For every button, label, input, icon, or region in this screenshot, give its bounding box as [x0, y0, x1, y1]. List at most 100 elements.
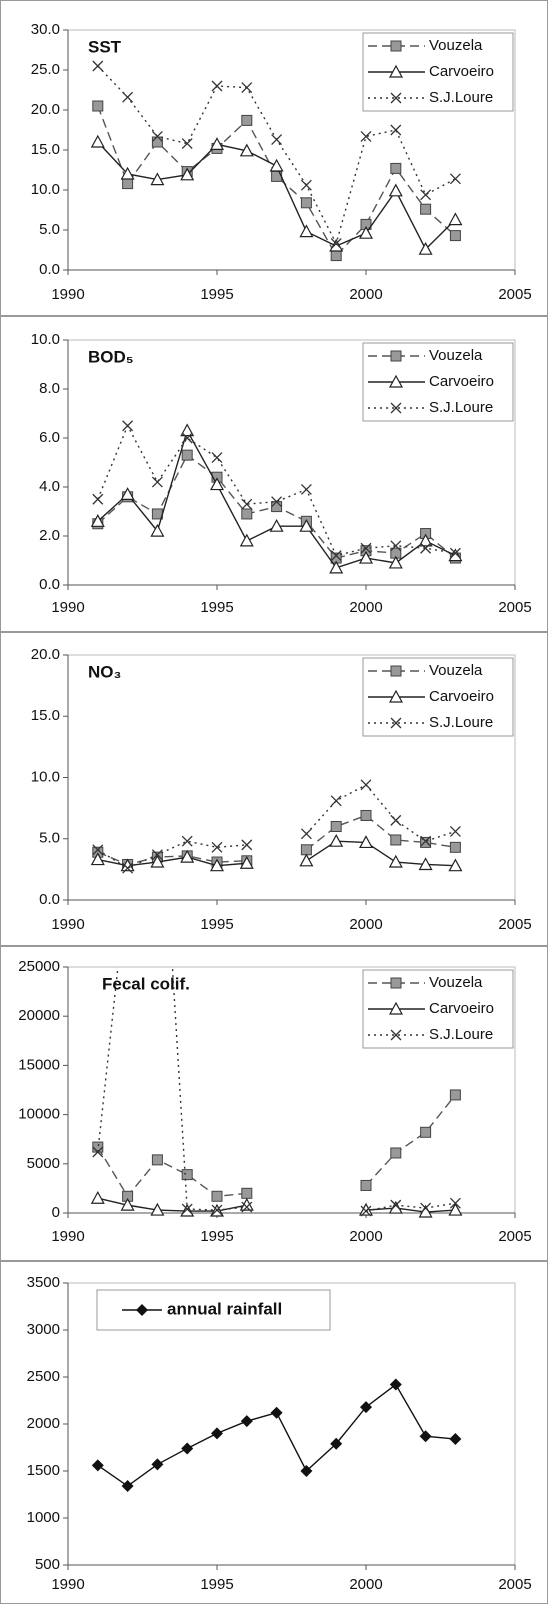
- marker: [120, 1197, 135, 1211]
- marker: [180, 423, 195, 437]
- marker: [151, 476, 163, 488]
- marker: [390, 814, 402, 826]
- marker: [269, 158, 284, 172]
- y-tick-label: 0.0: [39, 891, 60, 908]
- marker: [240, 1415, 253, 1428]
- chart-title: Fecal colif.: [102, 974, 190, 993]
- marker: [449, 1089, 461, 1101]
- x-tick-label: 2005: [498, 916, 531, 933]
- marker: [271, 496, 283, 508]
- marker: [151, 130, 163, 142]
- legend-label: Carvoeiro: [429, 373, 494, 390]
- y-tick-label: 15000: [18, 1056, 60, 1073]
- marker: [90, 1190, 105, 1204]
- marker: [388, 1001, 404, 1015]
- y-tick-label: 10.0: [31, 331, 60, 348]
- marker: [420, 189, 432, 201]
- marker: [299, 224, 314, 238]
- series-line: [97, 1094, 456, 1198]
- series-line: [97, 428, 456, 569]
- marker: [449, 547, 461, 559]
- marker: [136, 1304, 148, 1316]
- marker: [269, 518, 284, 532]
- y-tick-label: 8.0: [39, 380, 60, 397]
- plot-content: [91, 1378, 462, 1493]
- marker: [418, 857, 433, 871]
- x-tick-label: 2000: [349, 286, 382, 303]
- x-tick-label: 1995: [200, 1228, 233, 1245]
- marker: [211, 1427, 223, 1440]
- marker: [181, 1169, 193, 1181]
- marker: [448, 548, 463, 562]
- x-tick-label: 1990: [51, 916, 84, 933]
- y-tick-label: 5.0: [39, 221, 60, 238]
- marker: [120, 487, 135, 500]
- y-tick-label: 1000: [27, 1509, 60, 1526]
- marker: [151, 1458, 164, 1471]
- marker: [152, 716, 162, 726]
- y-tick-label: 10.0: [31, 768, 60, 785]
- marker: [271, 501, 283, 513]
- marker: [181, 432, 193, 444]
- marker: [449, 1197, 461, 1209]
- y-tick-label: 2.0: [39, 527, 60, 544]
- marker: [181, 1203, 193, 1215]
- y-tick-label: 25000: [18, 958, 60, 975]
- legend-label: S.J.Loure: [429, 89, 493, 106]
- legend-label: S.J.Loure: [429, 399, 493, 416]
- marker: [300, 828, 312, 840]
- marker: [151, 849, 163, 861]
- marker: [300, 197, 312, 209]
- y-tick-label: 20.0: [31, 101, 60, 118]
- y-tick-label: 10000: [18, 1106, 60, 1123]
- marker: [388, 555, 403, 569]
- marker: [418, 241, 433, 255]
- series-line: [97, 840, 456, 867]
- y-tick-label: 30.0: [31, 21, 60, 38]
- series-line: [97, 783, 456, 869]
- marker: [419, 1430, 432, 1443]
- marker: [300, 844, 312, 856]
- marker: [122, 420, 134, 432]
- x-tick-label: 2005: [498, 1228, 531, 1245]
- legend-label: Vouzela: [429, 662, 483, 679]
- marker: [239, 1197, 254, 1211]
- marker: [241, 1187, 253, 1199]
- marker: [300, 179, 312, 191]
- marker: [358, 225, 374, 239]
- marker: [92, 1146, 104, 1158]
- marker: [241, 508, 253, 520]
- marker: [330, 1437, 343, 1450]
- y-tick-label: 0: [52, 1204, 60, 1221]
- marker: [239, 143, 254, 157]
- marker: [180, 849, 195, 863]
- plot-content: [90, 716, 463, 1218]
- marker: [360, 1205, 372, 1217]
- marker: [92, 844, 104, 856]
- marker: [360, 542, 372, 554]
- marker: [123, 873, 133, 883]
- marker: [360, 1401, 372, 1414]
- marker: [388, 1200, 403, 1214]
- marker: [449, 230, 461, 242]
- marker: [448, 212, 463, 226]
- marker: [360, 1179, 372, 1191]
- y-tick-label: 500: [35, 1556, 60, 1573]
- plot-content: [90, 60, 463, 262]
- x-tick-label: 2000: [349, 1576, 382, 1593]
- marker: [241, 839, 253, 851]
- x-tick-label: 2000: [349, 1228, 382, 1245]
- marker: [390, 350, 402, 362]
- chart-title: NO₃: [88, 662, 121, 681]
- marker: [151, 136, 163, 148]
- x-tick-label: 1995: [200, 1576, 233, 1593]
- marker: [300, 483, 312, 495]
- marker: [390, 834, 402, 846]
- legend-label: Vouzela: [429, 974, 483, 991]
- marker: [449, 1433, 462, 1446]
- legend-label: Carvoeiro: [429, 688, 494, 705]
- marker: [329, 238, 344, 252]
- y-tick-label: 6.0: [39, 429, 60, 446]
- marker: [122, 178, 134, 190]
